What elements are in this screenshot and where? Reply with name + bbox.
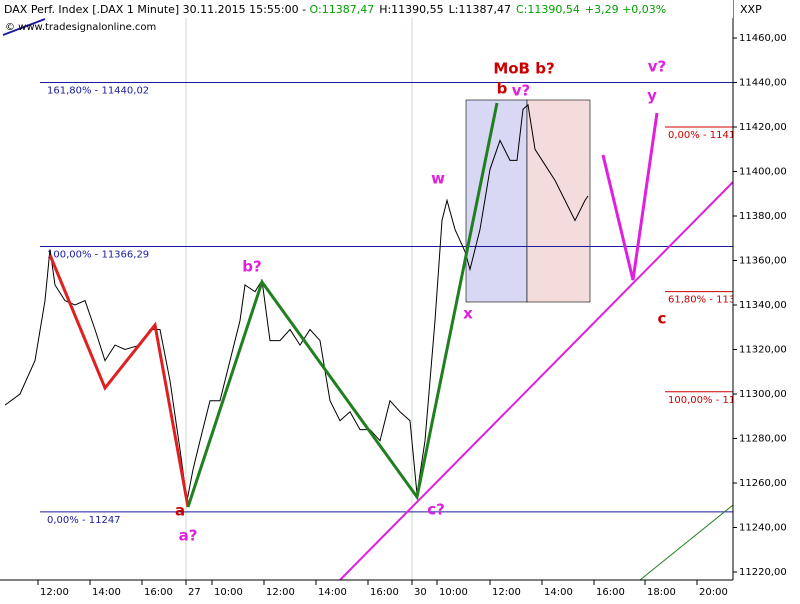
fib-layer: 161,80% - 11440,02 100,00% - 11366,29 0,00… (40, 81, 735, 526)
wave-label: a (175, 502, 185, 520)
label-layer: aa?b?c?wxb v?MoB b? v?yc (175, 58, 667, 545)
axis-panel (733, 0, 800, 600)
wave-label: a? (179, 527, 198, 545)
x-tick-label: 14:00 (544, 587, 573, 598)
price-layer (4, 103, 589, 501)
y-tick-label: 11400,00 (739, 167, 787, 178)
x-tick-label: 30 (414, 587, 427, 598)
green-wave (186, 102, 499, 508)
trend-line (339, 181, 734, 581)
x-tick-label: 12:00 (492, 587, 521, 598)
red-wave (48, 254, 190, 508)
fib-label: 61,80% - 113 (668, 295, 735, 306)
fib-label: 0,00% - 1141 (668, 130, 735, 141)
time-box-pink (526, 99, 591, 303)
ohlc-value: +3,29 +0,03% (585, 3, 666, 16)
y-tick-label: 11460,00 (739, 33, 787, 44)
x-tick-label: 16:00 (144, 587, 173, 598)
y-tick-label: 11260,00 (739, 478, 787, 489)
x-tick-label: 27 (188, 587, 201, 598)
wave-label: b (497, 80, 508, 98)
wave-label: w (431, 170, 445, 188)
ohlc-value: C:11390,54 (516, 3, 580, 16)
wave-label: y (647, 87, 657, 105)
x-tick-label: 18:00 (647, 587, 676, 598)
y-tick-label: 11300,00 (739, 389, 787, 400)
y-tick-label: 11360,00 (739, 256, 787, 267)
axis-panel (0, 580, 800, 600)
forecast-path (601, 112, 659, 281)
wave-label: b? (242, 258, 261, 276)
corner-label: XXP (740, 3, 762, 16)
x-tick-label: 14:00 (92, 587, 121, 598)
x-tick-label: 12:00 (266, 587, 295, 598)
y-tick-label: 11240,00 (739, 522, 787, 533)
y-tick-label: 11420,00 (739, 122, 787, 133)
header: DAX Perf. Index [.DAX 1 Minute] 30.11.20… (4, 3, 666, 16)
fib-label: 100,00% - 11 (668, 395, 735, 406)
header-title: DAX Perf. Index [.DAX 1 Minute] 30.11.20… (4, 3, 310, 16)
wave-label: MoB b? (493, 60, 554, 78)
green-trend-line (639, 504, 734, 581)
copyright: © www.tradesignalonline.com (5, 22, 156, 33)
x-tick-label: 20:00 (699, 587, 728, 598)
fib-label: 100,00% - 11366,29 (47, 250, 149, 261)
x-tick-label: 10:00 (214, 587, 243, 598)
header-bg (0, 0, 733, 18)
y-tick-label: 11380,00 (739, 211, 787, 222)
ohlc-value: O:11387,47 (310, 3, 375, 16)
y-tick-label: 11280,00 (739, 433, 787, 444)
x-tick-label: 10:00 (439, 587, 468, 598)
x-tick-label: 12:00 (40, 587, 69, 598)
wave-label: c? (427, 501, 445, 519)
wave-label: v? (648, 58, 666, 76)
ohlc-value: H:11390,55 (379, 3, 443, 16)
time-box-blue (465, 99, 528, 303)
fib-label: 161,80% - 11440,02 (47, 85, 149, 96)
blue-line (2, 18, 46, 36)
price-line (4, 103, 589, 501)
fib-label: 0,00% - 11247 (47, 515, 121, 526)
wave-label: x (463, 305, 473, 323)
ohlc-value: L:11387,47 (449, 3, 511, 16)
x-tick-label: 16:00 (370, 587, 399, 598)
y-tick-label: 11340,00 (739, 300, 787, 311)
y-tick-label: 11320,00 (739, 345, 787, 356)
y-tick-label: 11440,00 (739, 78, 787, 89)
wave-label: c (658, 310, 667, 328)
x-tick-label: 14:00 (318, 587, 347, 598)
y-tick-label: 11220,00 (739, 567, 787, 578)
x-tick-label: 16:00 (596, 587, 625, 598)
wave-label: v? (512, 82, 530, 100)
